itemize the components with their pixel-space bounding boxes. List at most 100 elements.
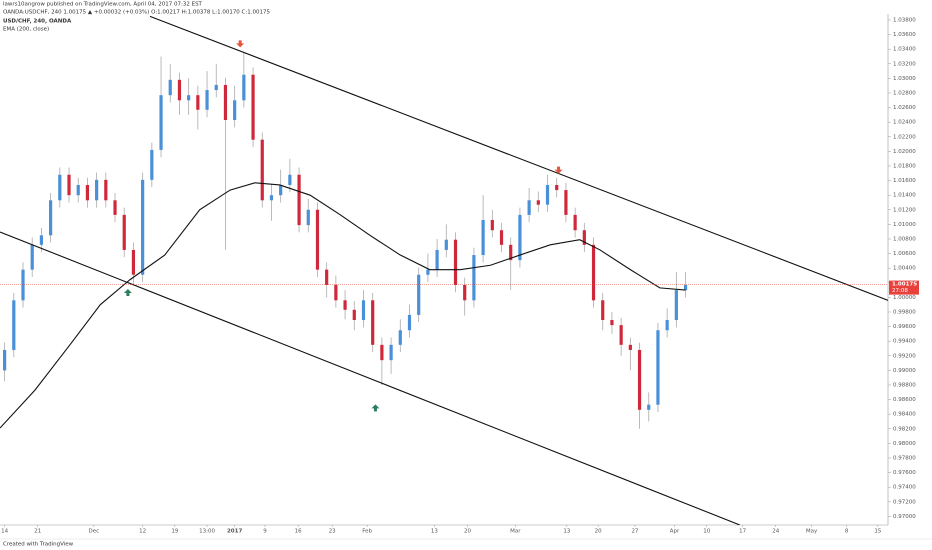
y-tick-label: 1.01000 — [893, 222, 916, 228]
quote: OANDA:USDCHF, 240 1.00175 ▲ +0.00032 (+0… — [3, 10, 270, 16]
y-tick-label: 0.97800 — [893, 455, 916, 461]
price-label-box — [889, 280, 919, 295]
x-tick-label: May — [806, 529, 818, 535]
candle-body — [95, 179, 99, 201]
y-tick-label: 1.02200 — [893, 134, 916, 140]
y-tick-label: 0.97400 — [893, 485, 916, 491]
y-tick-label: 0.98400 — [893, 412, 916, 418]
y-tick-label: 1.00600 — [893, 251, 916, 257]
candle-body — [453, 239, 458, 285]
y-tick-label: 0.97600 — [893, 470, 916, 476]
y-tick-label: 1.00800 — [893, 236, 916, 242]
candle-body — [159, 95, 163, 150]
candle-body — [196, 95, 200, 110]
x-tick-label: 8 — [845, 529, 849, 535]
signal-arrow — [371, 404, 380, 412]
candle-body — [444, 239, 448, 250]
candle-body — [141, 179, 145, 275]
candle-body — [637, 349, 642, 410]
x-tick-label: 14 — [1, 529, 8, 535]
signal-arrow — [554, 166, 563, 174]
candle-body — [628, 344, 632, 350]
y-tick-label: 1.03600 — [893, 32, 916, 38]
candle-body — [76, 184, 80, 196]
candle-body — [619, 325, 623, 345]
candle-body — [573, 214, 577, 231]
candle-body — [426, 269, 430, 275]
y-tick-label: 0.99000 — [893, 368, 916, 374]
candle-body — [527, 200, 531, 215]
candle-body — [398, 330, 402, 345]
publisher: lawrs10angrow published on TradingView.c… — [3, 2, 203, 8]
candle-body — [380, 344, 384, 361]
y-tick-label: 1.02400 — [893, 120, 916, 126]
candle-body — [555, 184, 559, 191]
trend-line — [149, 15, 888, 301]
candle-body — [490, 220, 494, 231]
trend-line — [0, 231, 741, 525]
footer: Created with TradingView — [3, 542, 74, 548]
y-tick-label: 0.98800 — [893, 382, 916, 388]
x-tick-label: 10 — [703, 529, 710, 535]
candle-body — [518, 214, 522, 261]
candle-body — [647, 404, 651, 410]
candle-body — [214, 84, 218, 91]
candle-body — [233, 100, 237, 120]
x-tick-label: 27 — [631, 529, 638, 535]
candle-body — [582, 230, 586, 245]
x-tick-label: 13 — [563, 529, 570, 535]
signal-arrow — [236, 40, 245, 48]
x-tick-label: 16 — [295, 529, 302, 535]
candle-body — [67, 174, 71, 196]
candle-body — [481, 220, 485, 256]
candle-body — [39, 235, 44, 245]
candle-body — [223, 84, 228, 120]
candle-body — [49, 200, 53, 236]
y-tick-label: 1.01200 — [893, 207, 916, 213]
candle-body — [472, 255, 476, 301]
candle-body — [205, 90, 209, 110]
candle-body — [306, 209, 310, 226]
candle-body — [187, 95, 191, 101]
candle-body — [361, 300, 366, 321]
candle-body — [656, 330, 660, 405]
candle-body — [674, 290, 678, 321]
y-tick-label: 1.02000 — [893, 149, 916, 155]
y-tick-label: 1.03400 — [893, 47, 916, 53]
y-tick-label: 1.01600 — [893, 178, 916, 184]
y-tick-label: 0.97000 — [893, 514, 916, 520]
x-tick-label: 9 — [263, 529, 267, 535]
countdown: 27:08 — [892, 288, 908, 294]
candle-body — [58, 174, 62, 201]
candle-body — [168, 79, 172, 96]
candle-body — [122, 214, 126, 250]
y-tick-label: 1.00400 — [893, 266, 916, 272]
y-tick-label: 1.01400 — [893, 193, 916, 199]
candle-body — [325, 269, 329, 285]
candle-body — [30, 244, 34, 270]
y-tick-label: 1.00000 — [893, 295, 916, 301]
x-tick-label: 12 — [139, 529, 146, 535]
candle-body — [297, 174, 301, 226]
candle-body — [85, 184, 90, 201]
candle-body — [279, 184, 283, 196]
x-tick-label: Mar — [510, 529, 521, 535]
candle-body — [3, 349, 7, 371]
candle-body — [260, 139, 264, 201]
legend-entry: EMA (200, close) — [3, 27, 49, 33]
candle-body — [407, 314, 412, 331]
x-tick-label: 23 — [329, 529, 336, 535]
x-tick-label: 2017 — [227, 529, 242, 535]
candle-body — [435, 249, 439, 270]
y-tick-label: 0.99800 — [893, 309, 916, 315]
y-tick-label: 1.03800 — [893, 17, 916, 23]
x-tick-label: 13 — [431, 529, 438, 535]
candle-body — [12, 300, 16, 350]
signal-arrow — [123, 289, 132, 297]
candle-body — [463, 284, 467, 301]
candle-body — [417, 274, 421, 315]
candle-body — [509, 244, 513, 261]
y-tick-label: 0.98200 — [893, 426, 916, 432]
